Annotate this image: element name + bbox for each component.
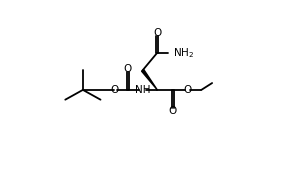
Text: O: O (124, 64, 132, 74)
Text: O: O (153, 28, 161, 38)
Text: O: O (169, 106, 177, 116)
Text: O: O (110, 85, 118, 95)
Text: NH: NH (135, 85, 150, 95)
Text: O: O (183, 85, 192, 95)
Text: NH$_2$: NH$_2$ (173, 46, 194, 60)
Polygon shape (141, 69, 157, 90)
